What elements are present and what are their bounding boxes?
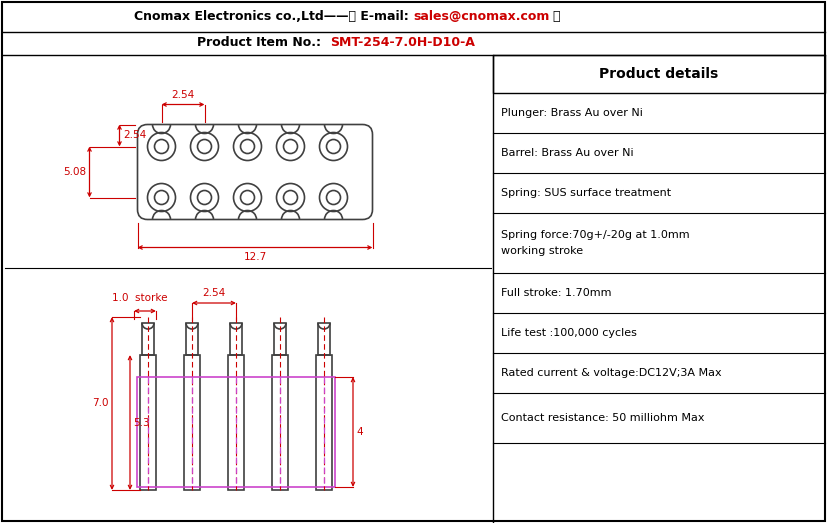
Text: Product details: Product details <box>600 67 719 81</box>
Text: Barrel: Brass Au over Ni: Barrel: Brass Au over Ni <box>501 148 633 158</box>
Text: Rated current & voltage:DC12V;3A Max: Rated current & voltage:DC12V;3A Max <box>501 368 722 378</box>
Bar <box>318 323 330 355</box>
Bar <box>186 323 198 355</box>
Bar <box>274 323 286 355</box>
Text: SMT-254-7.0H-D10-A: SMT-254-7.0H-D10-A <box>330 37 475 50</box>
Text: 2.54: 2.54 <box>123 131 146 141</box>
Text: Contact resistance: 50 milliohm Max: Contact resistance: 50 milliohm Max <box>501 413 705 423</box>
Text: 1.0  storke: 1.0 storke <box>112 293 168 303</box>
Bar <box>316 355 332 490</box>
Text: Full stroke: 1.70mm: Full stroke: 1.70mm <box>501 288 611 298</box>
Bar <box>140 355 156 490</box>
Text: Spring force:70g+/-20g at 1.0mm: Spring force:70g+/-20g at 1.0mm <box>501 230 690 240</box>
Text: ）: ） <box>552 10 560 24</box>
Bar <box>272 355 288 490</box>
Text: Product Item No.:: Product Item No.: <box>198 37 330 50</box>
Bar <box>142 323 154 355</box>
Text: 2.54: 2.54 <box>171 89 194 99</box>
Text: sales@cnomax.com: sales@cnomax.com <box>413 10 549 24</box>
Bar <box>230 323 242 355</box>
Text: Plunger: Brass Au over Ni: Plunger: Brass Au over Ni <box>501 108 643 118</box>
Text: Spring: SUS surface treatment: Spring: SUS surface treatment <box>501 188 672 198</box>
Text: working stroke: working stroke <box>501 246 583 256</box>
Bar <box>228 355 244 490</box>
Bar <box>184 355 200 490</box>
Text: 12.7: 12.7 <box>243 253 266 263</box>
Text: Life test :100,000 cycles: Life test :100,000 cycles <box>501 328 637 338</box>
Text: 5.08: 5.08 <box>64 167 87 177</box>
Text: 4: 4 <box>356 427 362 437</box>
Text: Cnomax Electronics co.,Ltd——（ E-mail:: Cnomax Electronics co.,Ltd——（ E-mail: <box>134 10 413 24</box>
Bar <box>493 55 825 93</box>
Bar <box>137 377 335 487</box>
Text: 5.3: 5.3 <box>133 417 150 427</box>
Text: 2.54: 2.54 <box>203 288 226 298</box>
Text: 7.0: 7.0 <box>93 399 109 408</box>
